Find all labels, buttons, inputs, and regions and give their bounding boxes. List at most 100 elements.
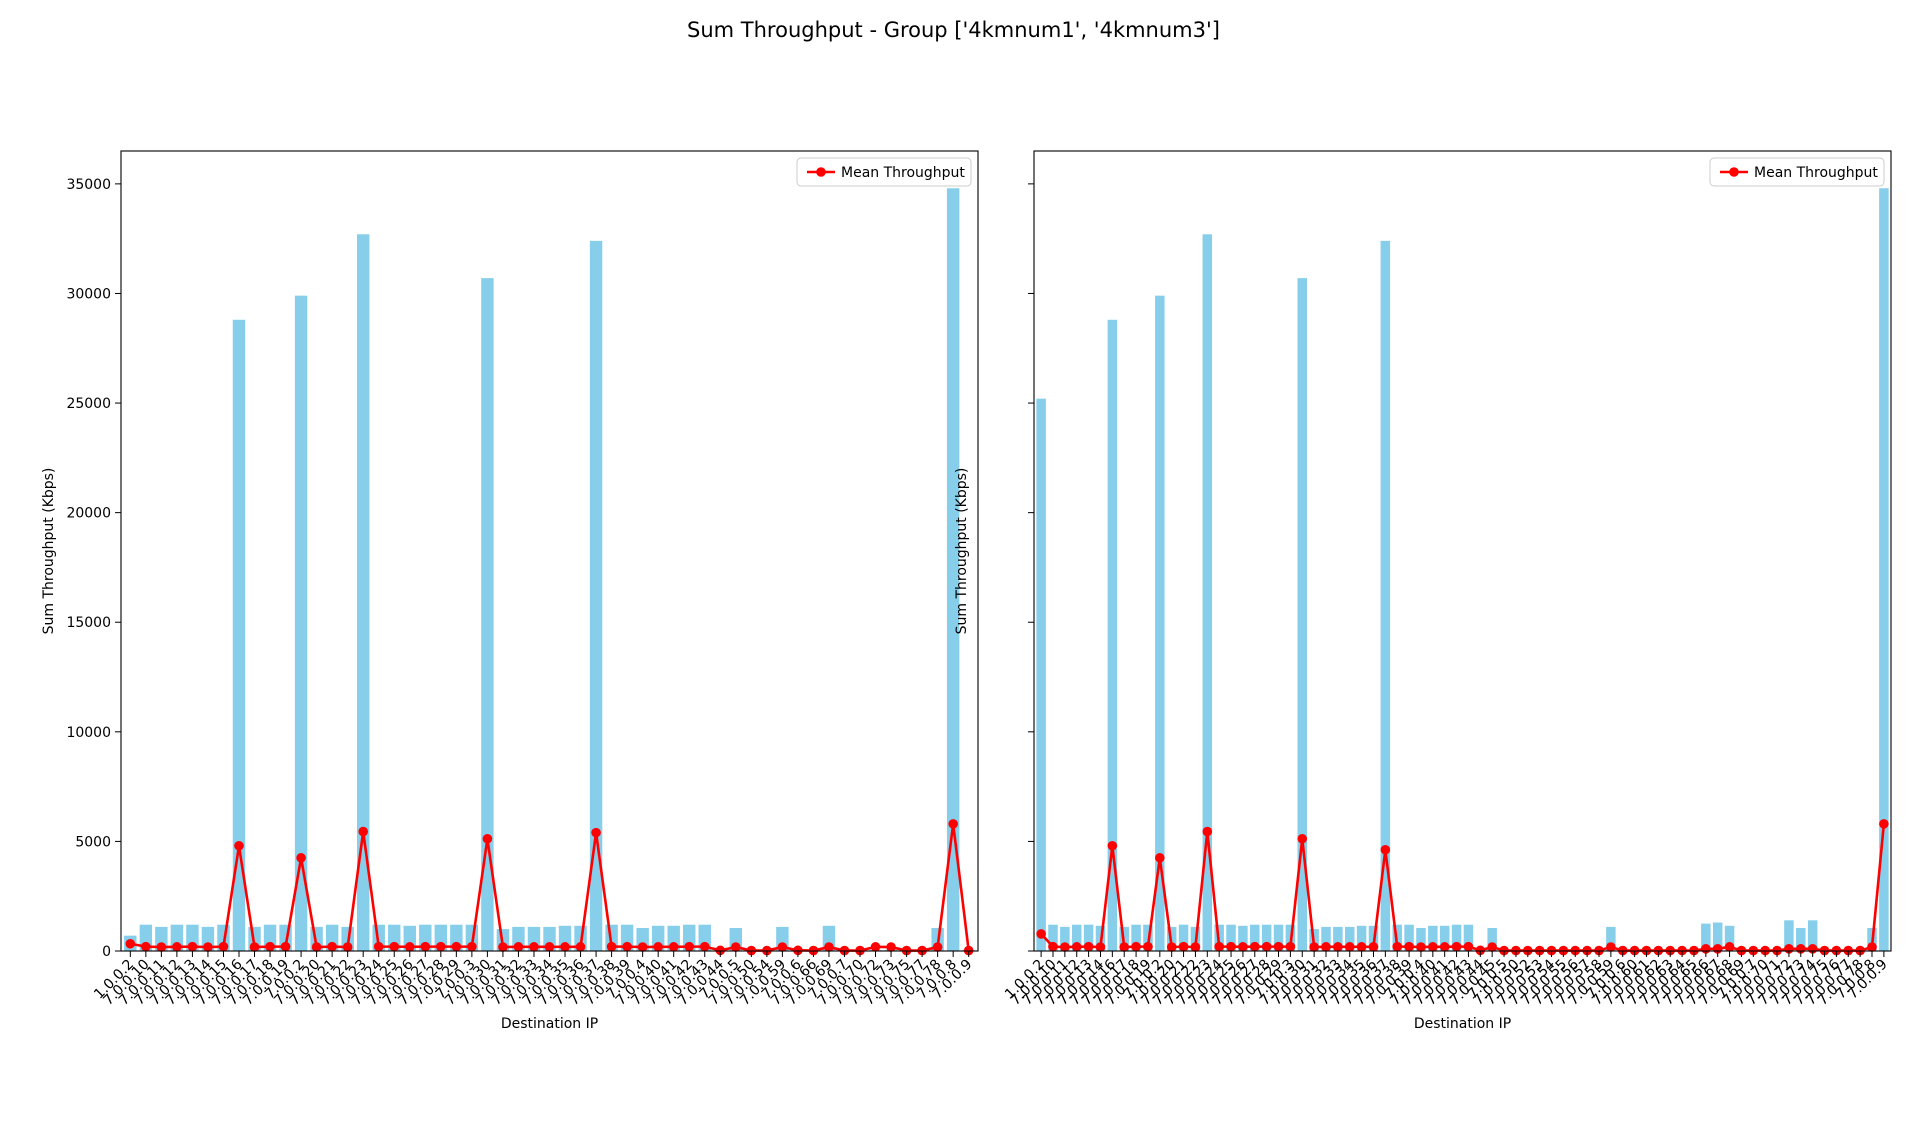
line-point xyxy=(389,941,400,952)
y-tick-label: 30000 xyxy=(66,286,111,302)
line-point xyxy=(1297,833,1308,844)
line-point xyxy=(265,941,275,952)
line-point xyxy=(296,853,306,863)
line-point xyxy=(777,942,788,952)
line-point xyxy=(498,942,508,952)
line-point xyxy=(187,941,198,952)
x-axis-label: Destination IP xyxy=(501,1016,598,1032)
bar xyxy=(1606,926,1616,951)
bar xyxy=(1428,925,1438,951)
bar xyxy=(1071,924,1082,951)
line-point xyxy=(1178,941,1189,952)
line-point xyxy=(141,941,151,952)
line-point xyxy=(1392,941,1403,952)
line-point xyxy=(373,941,384,952)
bar xyxy=(1036,398,1046,951)
bar xyxy=(1451,924,1462,951)
line-point xyxy=(1166,942,1177,952)
line-point xyxy=(467,941,477,952)
line-point xyxy=(1155,853,1165,863)
line-point xyxy=(886,942,896,952)
legend-box xyxy=(1709,157,1885,187)
line-point xyxy=(1380,844,1391,855)
y-tick-label: 15000 xyxy=(66,615,111,631)
bar xyxy=(1344,926,1355,951)
line-point xyxy=(1451,941,1462,952)
legend-marker-swatch xyxy=(816,167,826,177)
line-point xyxy=(544,942,555,952)
bar xyxy=(1879,188,1889,951)
y-tick-label: 0 xyxy=(102,944,111,960)
line-point xyxy=(1071,942,1082,952)
line-point xyxy=(1333,942,1343,952)
legend-box xyxy=(796,157,972,187)
y-tick-label: 35000 xyxy=(66,177,111,193)
line-point xyxy=(1475,945,1486,956)
line-point xyxy=(1285,941,1296,952)
bar xyxy=(1178,924,1189,951)
line-point xyxy=(870,942,881,952)
bar xyxy=(1463,924,1474,951)
line-point xyxy=(932,942,943,952)
line-point xyxy=(1226,941,1236,952)
x-axis-label: Destination IP xyxy=(1414,1016,1511,1032)
line-point xyxy=(513,942,524,952)
bar xyxy=(946,188,960,951)
line-point xyxy=(327,941,337,952)
line-point xyxy=(1143,941,1153,952)
x-axis: 1.0.0.27.0.0.107.0.0.117.0.0.127.0.0.137… xyxy=(1002,951,1891,1009)
line-point xyxy=(249,942,260,952)
y-axis: 0 5000 10000 15000 20000 25000 30000 35000 xyxy=(66,177,121,960)
line-point xyxy=(1606,942,1616,952)
bar xyxy=(1238,925,1248,951)
line-point xyxy=(622,941,632,952)
bar-series xyxy=(1036,188,1889,952)
line-point xyxy=(1321,942,1331,952)
line-point xyxy=(529,942,539,952)
bar xyxy=(1226,924,1236,951)
bar xyxy=(1380,240,1391,952)
bar xyxy=(1131,924,1141,951)
line-point xyxy=(1463,941,1474,952)
bar xyxy=(1796,927,1806,951)
y-tick-label: 20000 xyxy=(66,506,111,522)
bar xyxy=(1273,924,1284,951)
bar xyxy=(1404,924,1414,951)
y-tick-label: 10000 xyxy=(66,725,111,741)
line-point xyxy=(1344,942,1355,952)
bar xyxy=(1048,924,1058,951)
line-point xyxy=(699,941,710,952)
line-point xyxy=(793,945,803,956)
bar xyxy=(1297,278,1308,951)
axes-frame xyxy=(1033,150,1892,952)
bar xyxy=(1724,925,1735,951)
bar xyxy=(1083,924,1094,951)
subplot-1: 0 5000 10000 15000 20000 25000 30000 35000 1.0.0… xyxy=(41,150,979,1032)
bar xyxy=(481,278,494,951)
bar xyxy=(1784,920,1794,951)
line-point xyxy=(1879,819,1889,829)
legend: Mean Throughput xyxy=(796,157,972,187)
line-point xyxy=(1190,942,1201,952)
line-point xyxy=(280,941,291,952)
line-point xyxy=(234,840,244,851)
legend-label: Mean Throughput xyxy=(1754,165,1878,181)
line-point xyxy=(1416,942,1426,952)
line-point xyxy=(1261,941,1272,952)
bar xyxy=(356,234,370,952)
bar xyxy=(1807,920,1818,951)
line-point xyxy=(731,942,741,952)
y-axis-label: Sum Throughput (Kbps) xyxy=(954,468,970,635)
line-point xyxy=(1214,941,1224,952)
bar xyxy=(1487,927,1497,951)
line-point xyxy=(436,941,446,952)
line-point xyxy=(1083,941,1094,952)
bar xyxy=(1712,922,1723,951)
bar xyxy=(1107,319,1118,951)
bar xyxy=(232,319,246,951)
line-point xyxy=(948,819,958,829)
line-point xyxy=(156,942,167,952)
line-point xyxy=(1867,942,1877,952)
line-point xyxy=(653,942,663,952)
